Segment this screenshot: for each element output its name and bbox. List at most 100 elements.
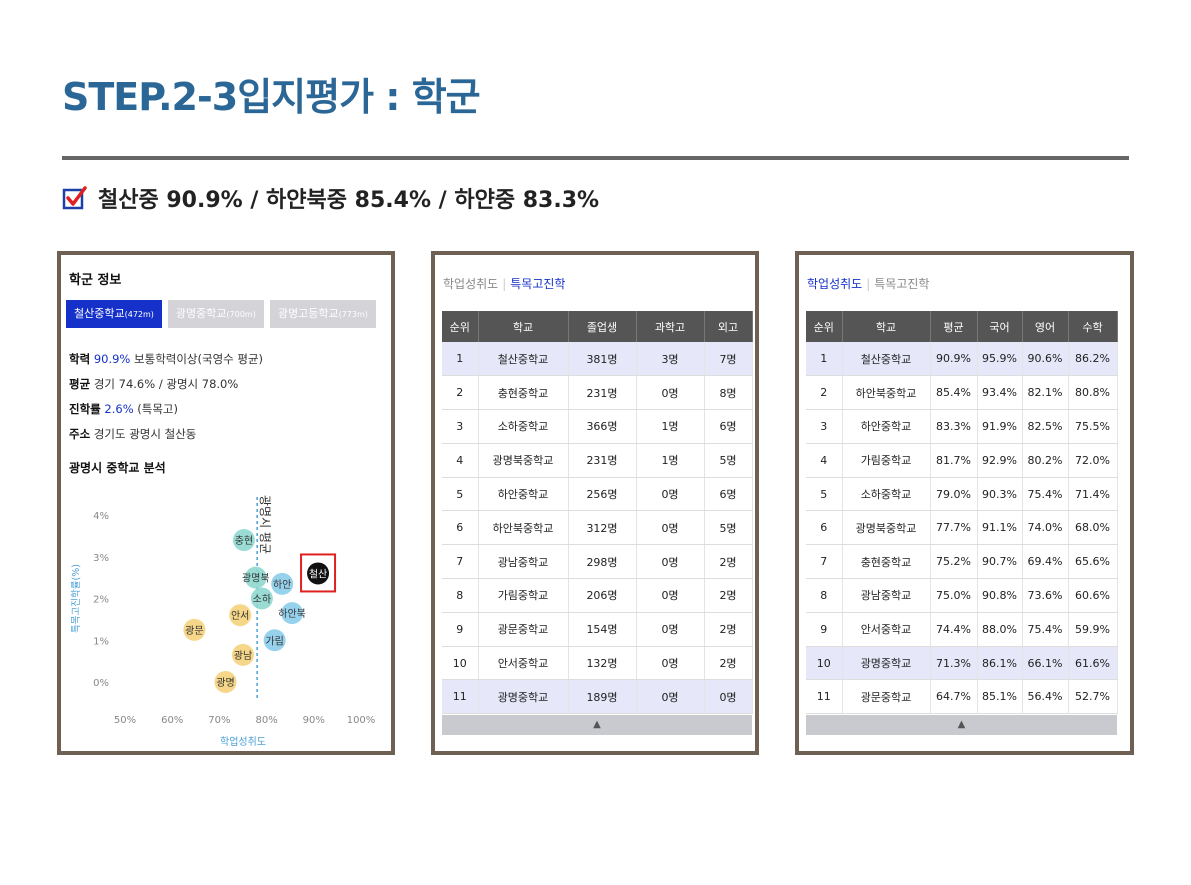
collapse-table-button[interactable]: ▲ [442, 715, 752, 735]
table-cell: 0명 [704, 679, 753, 715]
x-tick-label: 60% [161, 715, 183, 726]
table-cell: 9 [806, 612, 843, 647]
y-axis-label: 특목고진학률(%) [71, 564, 82, 633]
table-cell: 74.0% [1022, 510, 1069, 546]
reference-line-label: 광명시 평균 [258, 495, 272, 554]
tab-separator: | [502, 277, 507, 291]
table-cell: 85.1% [977, 679, 1023, 715]
summary-line: 철산중 90.9% / 하얀북중 85.4% / 하얀중 83.3% [62, 182, 599, 214]
table-cell: 75.5% [1068, 409, 1118, 444]
school-tab-name: 철산중학교 [74, 307, 125, 320]
table-row: 4 광명북중학교 231명 1명 5명 [442, 443, 753, 478]
table-cell: 가림중학교 [478, 578, 569, 613]
table-cell: 298명 [568, 544, 637, 580]
school-tab-distance: (472m) [124, 310, 154, 319]
table-tabs: 학업성취도 | 특목고진학 [443, 275, 565, 292]
tab-special-high[interactable]: 특목고진학 [874, 277, 930, 291]
table-cell: 5명 [704, 510, 753, 546]
column-header: 학교 [478, 311, 569, 342]
table-cell: 광남중학교 [842, 578, 931, 613]
table-cell: 71.4% [1068, 477, 1118, 512]
table-cell: 80.8% [1068, 375, 1118, 411]
table-cell: 65.6% [1068, 544, 1118, 580]
table-cell: 하안중학교 [842, 409, 931, 444]
table-cell: 광문중학교 [478, 612, 569, 647]
table-cell: 1명 [636, 409, 705, 444]
school-tab-name: 광명중학교 [175, 307, 227, 320]
table-cell: 안서중학교 [478, 646, 569, 681]
data-point [232, 529, 255, 552]
school-tab-gwangmyeong-middle[interactable]: 광명중학교(700m) [167, 300, 264, 328]
table-cell: 소하중학교 [478, 409, 569, 444]
table-cell: 381명 [568, 342, 637, 377]
data-point-label: 소하 [253, 593, 271, 606]
table-cell: 66.1% [1022, 646, 1069, 681]
table-cell: 0명 [636, 510, 705, 546]
collapse-table-button[interactable]: ▲ [806, 715, 1117, 735]
table-cell: 83.3% [930, 409, 978, 444]
table-cell: 75.0% [930, 578, 978, 613]
table-row: 2 충현중학교 231명 0명 8명 [442, 375, 753, 411]
y-tick-label: 1% [93, 636, 109, 647]
column-header: 졸업생 [568, 311, 637, 342]
table-cell: 92.9% [977, 443, 1023, 478]
table-cell: 10 [806, 646, 843, 681]
school-tab-gwangmyeong-high[interactable]: 광명고등학교(773m) [269, 300, 376, 328]
table-row: 5 소하중학교 79.0% 90.3% 75.4% 71.4% [806, 477, 1118, 512]
y-tick-label: 4% [93, 511, 109, 522]
info-rate: 진학률 2.6% (특목고) [69, 402, 178, 416]
scatter-chart: 0% 1% 2% 3% 4% 50% 60% 70% 80% 90% 100% 학업성취도 특목고진학률… [71, 495, 375, 748]
school-tab-distance: (700m) [226, 310, 256, 319]
table-cell: 6 [442, 510, 479, 546]
table-cell: 5 [442, 477, 479, 512]
data-point [214, 671, 237, 693]
table-cell: 6명 [704, 409, 753, 444]
school-info-rows: 학력 90.9% 보통학력이상(국영수 평균) 평균 경기 74.6% / 광명… [69, 347, 263, 447]
table-cell: 충현중학교 [478, 375, 569, 411]
table-cell: 8 [442, 578, 479, 613]
table-cell: 90.3% [977, 477, 1023, 512]
table-cell: 74.4% [930, 612, 978, 647]
table-cell: 71.3% [930, 646, 978, 681]
chart-title: 광명시 중학교 분석 [69, 461, 166, 475]
tab-special-high[interactable]: 특목고진학 [510, 277, 566, 291]
table-cell: 231명 [568, 375, 637, 411]
column-header: 순위 [806, 311, 843, 342]
table-cell: 충현중학교 [842, 544, 931, 580]
table-row: 4 가림중학교 81.7% 92.9% 80.2% 72.0% [806, 443, 1118, 478]
table-cell: 82.5% [1022, 409, 1069, 444]
table-cell: 2명 [704, 646, 753, 681]
table-cell: 2 [806, 375, 843, 411]
table-cell: 81.7% [930, 443, 978, 478]
table-cell: 0명 [636, 578, 705, 613]
data-point [271, 572, 294, 595]
tab-achievement[interactable]: 학업성취도 [443, 277, 499, 291]
table-row: 7 광남중학교 298명 0명 2명 [442, 544, 753, 580]
tab-separator: | [866, 277, 871, 291]
table-cell: 79.0% [930, 477, 978, 512]
table-cell: 91.1% [977, 510, 1023, 546]
school-tab-cheolsan[interactable]: 철산중학교(472m) [66, 300, 162, 328]
table-cell: 56.4% [1022, 679, 1069, 715]
column-header: 과학고 [636, 311, 705, 342]
data-point [244, 566, 267, 589]
y-tick-label: 0% [93, 678, 109, 689]
school-tab-name: 광명고등학교 [277, 307, 339, 320]
data-point-label: 광문 [185, 625, 203, 637]
table-cell: 6 [806, 510, 843, 546]
table-row: 11 광문중학교 64.7% 85.1% 56.4% 52.7% [806, 679, 1118, 715]
data-point-label: 광남 [234, 650, 252, 662]
table-cell: 광명북중학교 [842, 510, 931, 546]
table-cell: 2명 [704, 544, 753, 580]
table-row: 10 광명중학교 71.3% 86.1% 66.1% 61.6% [806, 646, 1118, 681]
table-cell: 철산중학교 [842, 342, 931, 377]
table-row: 7 충현중학교 75.2% 90.7% 69.4% 65.6% [806, 544, 1118, 580]
table-cell: 68.0% [1068, 510, 1118, 546]
table-cell: 광명북중학교 [478, 443, 569, 478]
column-header: 수학 [1068, 311, 1118, 342]
table-cell: 75.4% [1022, 612, 1069, 647]
table-cell: 52.7% [1068, 679, 1118, 715]
data-point-label: 철산 [309, 568, 327, 580]
table-cell: 72.0% [1068, 443, 1118, 478]
tab-achievement[interactable]: 학업성취도 [807, 277, 863, 291]
